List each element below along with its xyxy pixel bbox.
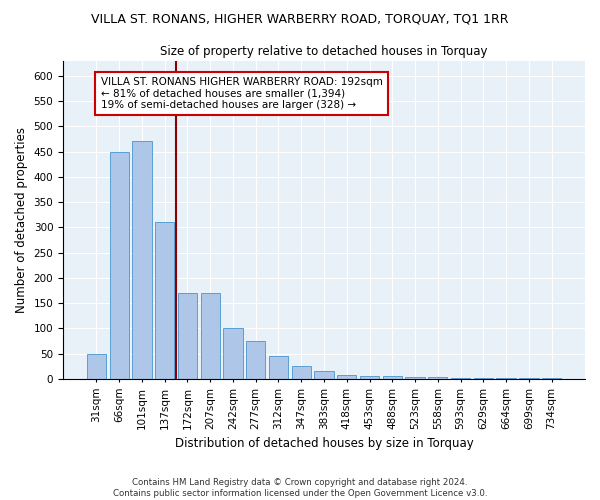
Bar <box>292 366 311 379</box>
Bar <box>337 375 356 379</box>
Bar <box>406 377 425 379</box>
Text: VILLA ST. RONANS HIGHER WARBERRY ROAD: 192sqm
← 81% of detached houses are small: VILLA ST. RONANS HIGHER WARBERRY ROAD: 1… <box>101 76 382 110</box>
Bar <box>132 142 152 379</box>
Bar <box>269 356 288 379</box>
Bar <box>496 378 516 379</box>
Bar <box>155 222 175 379</box>
Bar <box>200 293 220 379</box>
Text: VILLA ST. RONANS, HIGHER WARBERRY ROAD, TORQUAY, TQ1 1RR: VILLA ST. RONANS, HIGHER WARBERRY ROAD, … <box>91 12 509 26</box>
Bar <box>178 293 197 379</box>
Bar <box>383 376 402 379</box>
Bar <box>223 328 242 379</box>
Bar <box>110 152 129 379</box>
Bar <box>473 378 493 379</box>
Bar <box>87 354 106 379</box>
Bar <box>246 341 265 379</box>
Bar <box>542 378 561 379</box>
Bar <box>314 372 334 379</box>
Bar <box>428 377 448 379</box>
Text: Contains HM Land Registry data © Crown copyright and database right 2024.
Contai: Contains HM Land Registry data © Crown c… <box>113 478 487 498</box>
X-axis label: Distribution of detached houses by size in Torquay: Distribution of detached houses by size … <box>175 437 473 450</box>
Y-axis label: Number of detached properties: Number of detached properties <box>15 126 28 312</box>
Title: Size of property relative to detached houses in Torquay: Size of property relative to detached ho… <box>160 45 488 58</box>
Bar <box>360 376 379 379</box>
Bar <box>519 378 539 379</box>
Bar <box>451 378 470 379</box>
